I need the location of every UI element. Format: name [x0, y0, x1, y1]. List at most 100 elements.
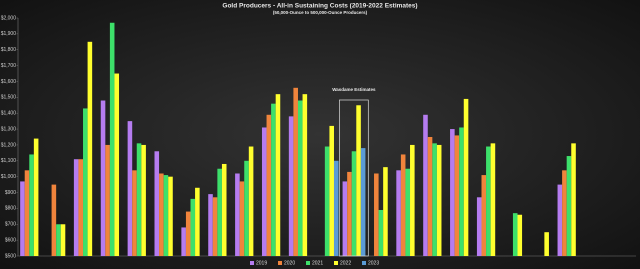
legend-label: 2022	[340, 260, 351, 266]
bar	[168, 176, 173, 256]
legend-label: 2023	[368, 260, 379, 266]
y-tick-label: $500	[5, 253, 16, 259]
bar	[288, 116, 294, 256]
bar	[100, 100, 106, 256]
bar	[405, 168, 411, 256]
bar	[423, 114, 428, 256]
bar	[544, 232, 549, 256]
bar	[566, 156, 572, 256]
bar	[208, 194, 213, 256]
y-tick-label: $1,200	[1, 142, 17, 148]
bar	[109, 22, 115, 257]
y-tick-label: $600	[5, 237, 16, 243]
y-tick-label: $800	[5, 206, 16, 212]
bar	[221, 163, 227, 256]
bar	[342, 181, 348, 256]
bar	[517, 214, 523, 256]
bar	[383, 167, 388, 256]
legend-label: 2021	[312, 260, 323, 266]
bar	[83, 108, 88, 256]
bar	[248, 146, 254, 256]
bar	[459, 127, 464, 256]
bar	[324, 146, 330, 256]
bar	[351, 151, 357, 256]
bar	[571, 143, 576, 256]
bar	[195, 187, 200, 256]
bar	[159, 173, 164, 256]
bar	[297, 100, 303, 256]
bar	[374, 173, 379, 256]
bar	[486, 146, 491, 256]
bar	[87, 41, 93, 256]
y-tick-label: $1,900	[1, 31, 17, 37]
chart-title: Gold Producers - All-in Sustaining Costs…	[222, 3, 417, 10]
bar	[463, 98, 469, 256]
y-tick-label: $1,700	[1, 63, 17, 69]
bar	[396, 170, 401, 256]
bar	[181, 227, 186, 256]
bar	[136, 143, 142, 256]
bar	[333, 160, 339, 256]
y-tick-label: $2,000	[1, 15, 17, 21]
bar	[512, 213, 518, 256]
bar	[427, 137, 433, 256]
bar	[217, 168, 222, 256]
bar	[163, 175, 169, 256]
legend-label: 2019	[256, 260, 267, 266]
bar	[51, 184, 57, 256]
y-tick-label: $1,000	[1, 174, 17, 180]
bar	[476, 197, 482, 256]
bar	[481, 175, 487, 256]
legend-swatch	[334, 261, 338, 265]
bar	[450, 129, 455, 256]
bar	[562, 170, 567, 256]
bar	[378, 209, 384, 256]
bar	[436, 144, 442, 256]
annotation-box	[339, 99, 369, 257]
bar	[212, 197, 218, 256]
y-tick-label: $1,800	[1, 47, 17, 53]
bar	[78, 159, 84, 256]
bar	[33, 138, 39, 256]
bar	[360, 148, 366, 256]
bar	[56, 224, 61, 256]
bar	[114, 73, 120, 257]
legend-swatch	[250, 261, 254, 265]
annotation-text: Wasdame Estimates	[332, 87, 376, 92]
bar	[244, 160, 249, 256]
chart-subtitle: (50,000-Ounce to 500,000-Ounce Producers…	[273, 10, 368, 15]
bar	[190, 198, 196, 256]
bar	[329, 125, 334, 256]
y-tick-label: $1,600	[1, 79, 17, 85]
bar	[410, 144, 415, 256]
y-tick-label: $1,300	[1, 126, 17, 132]
y-tick-label: $1,100	[1, 158, 17, 164]
bar	[266, 114, 272, 256]
bar	[275, 94, 281, 256]
bar	[347, 171, 352, 256]
legend-swatch	[362, 261, 366, 265]
bar	[60, 224, 66, 256]
bar	[261, 127, 267, 256]
bar	[141, 144, 146, 256]
bar	[132, 170, 137, 256]
bar	[73, 159, 79, 256]
legend-swatch	[306, 261, 310, 265]
bar	[154, 151, 160, 256]
bar	[557, 184, 563, 256]
bar	[239, 181, 245, 256]
bar	[293, 87, 298, 257]
bar	[235, 173, 240, 256]
bar	[490, 143, 496, 256]
bar	[356, 105, 361, 257]
y-tick-label: $1,400	[1, 111, 17, 117]
bar	[400, 154, 406, 256]
bar	[432, 143, 437, 256]
legend-label: 2020	[284, 260, 295, 266]
bar	[127, 121, 133, 256]
y-tick-label: $900	[5, 190, 16, 196]
bar	[20, 181, 25, 256]
